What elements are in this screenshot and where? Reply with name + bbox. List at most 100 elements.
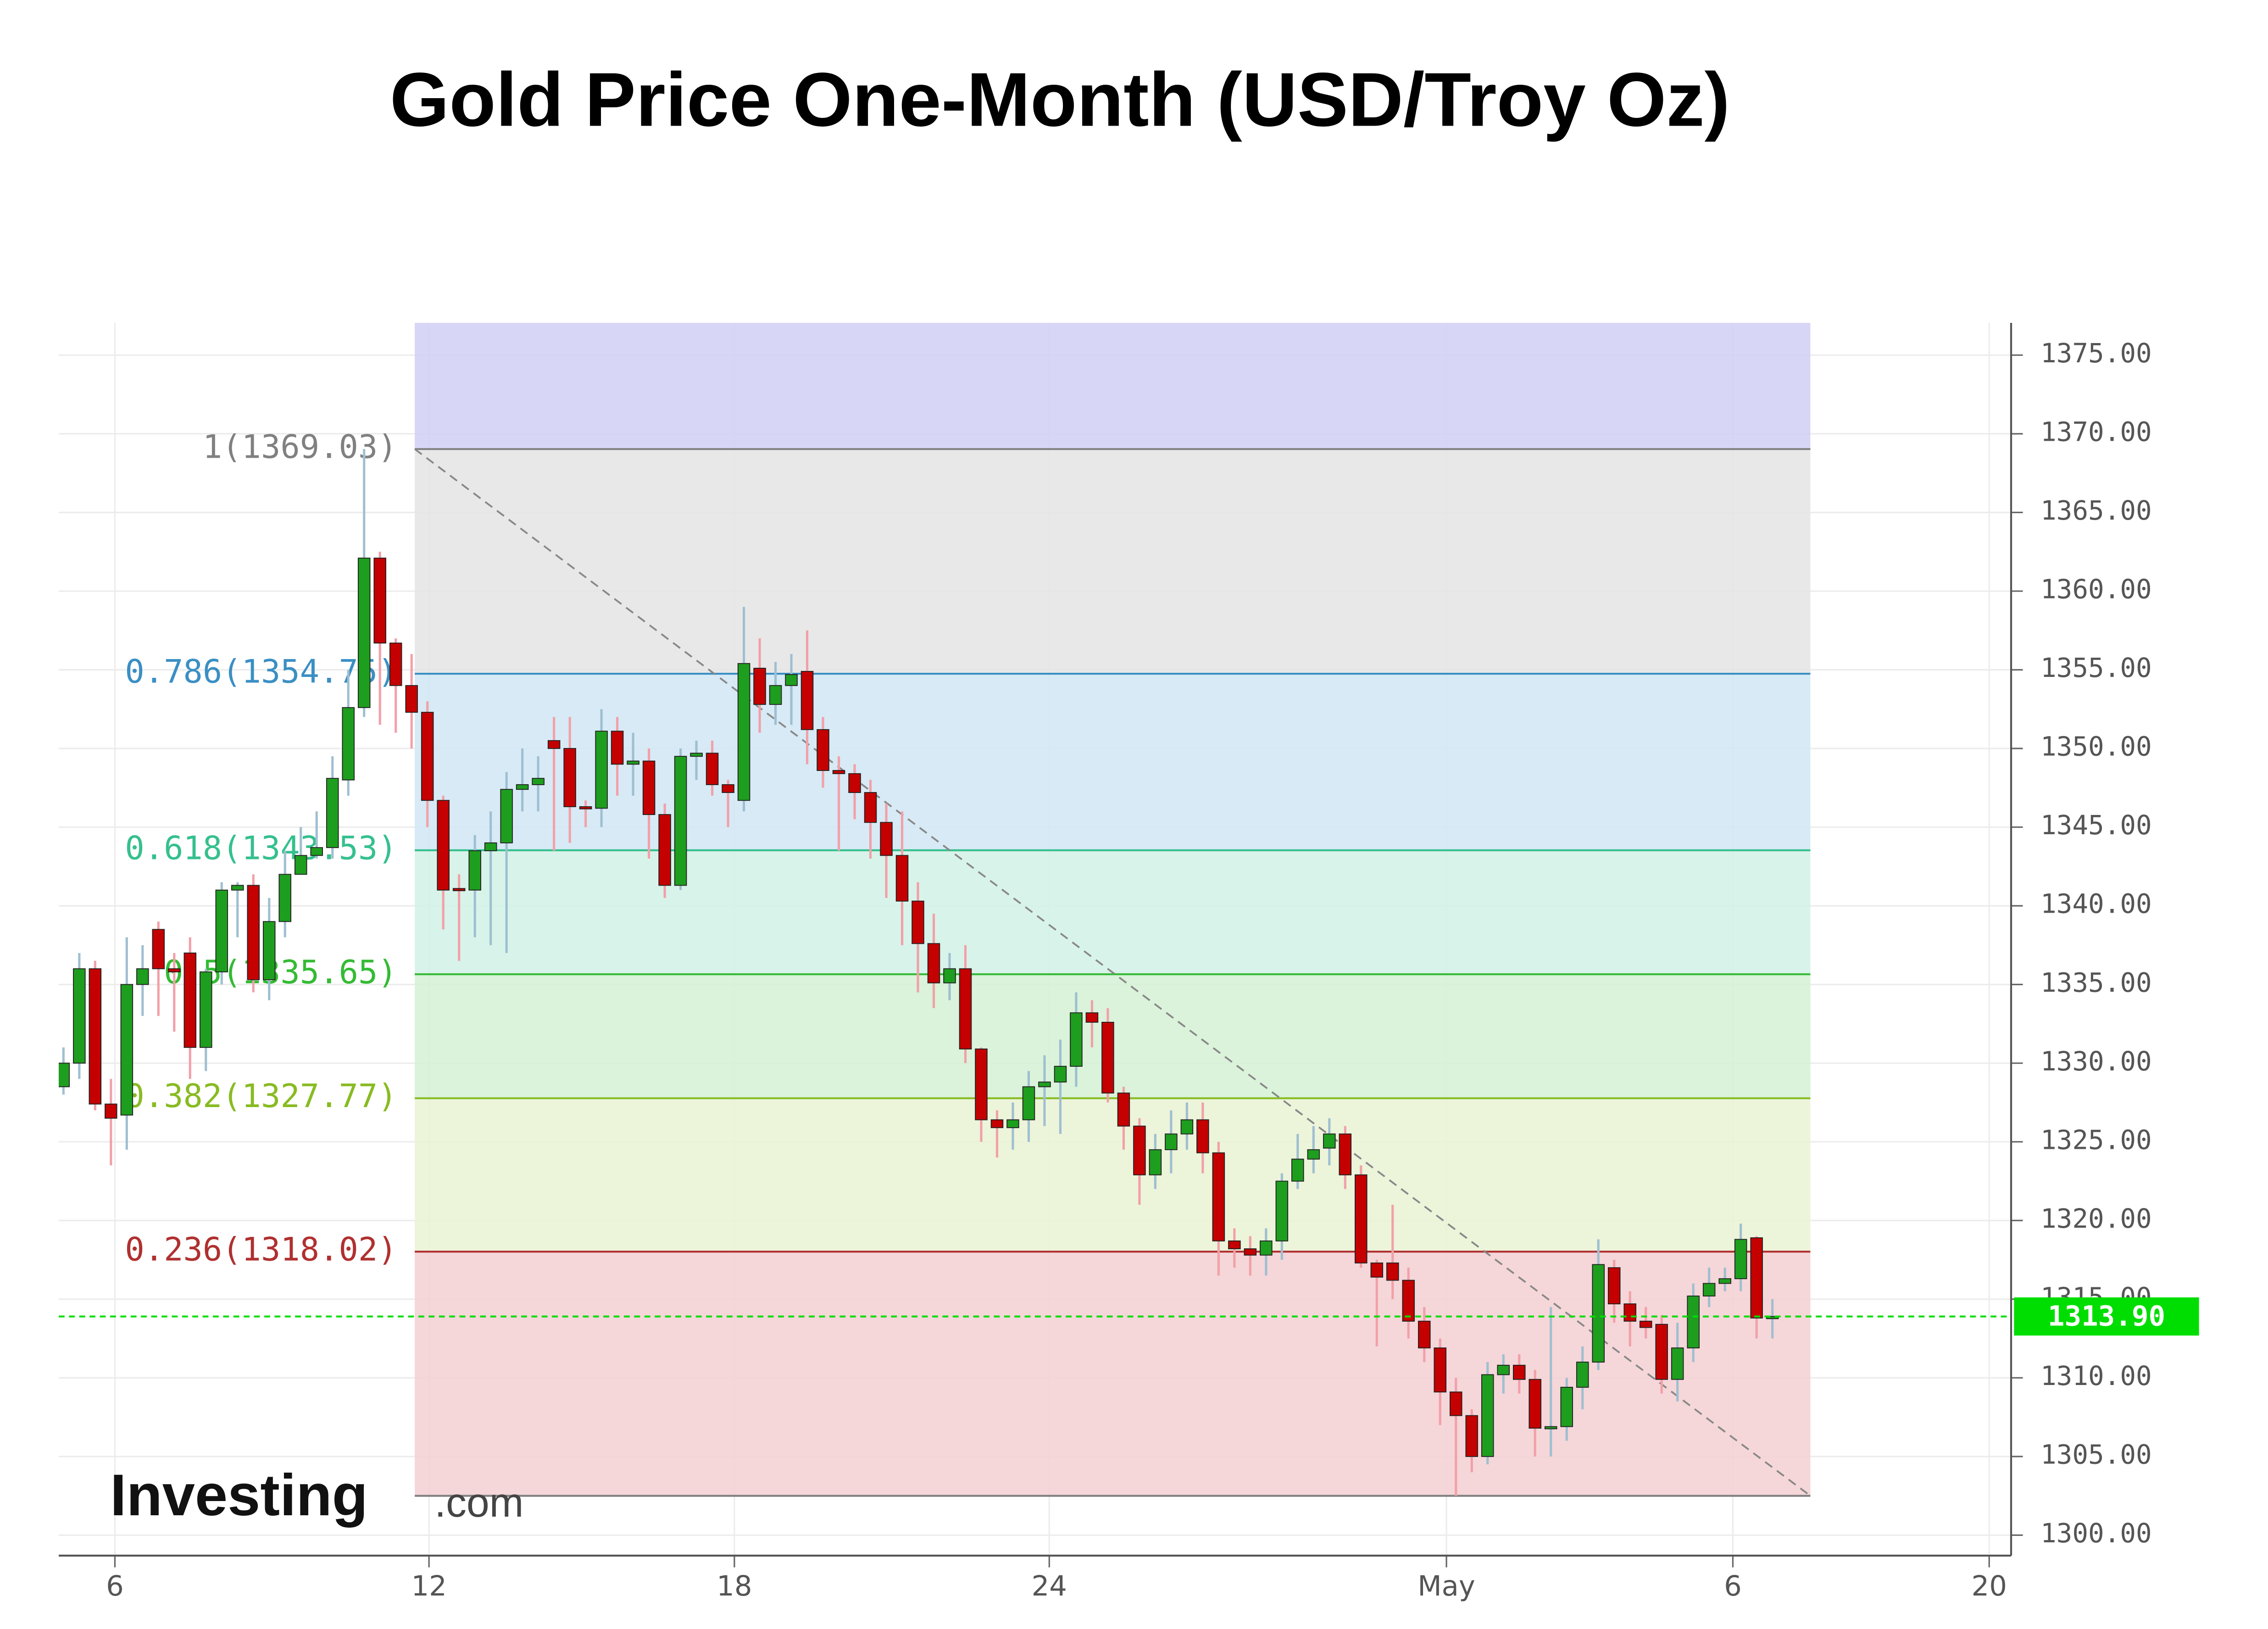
candle-body <box>800 670 814 730</box>
y-tick-label: 1355.00 <box>2040 653 2152 683</box>
candle-body <box>183 953 197 1048</box>
candle-body <box>389 643 402 686</box>
candle-body <box>231 885 244 891</box>
candle-body <box>452 888 466 892</box>
fib-band <box>415 1098 1811 1252</box>
y-tick-label: 1350.00 <box>2040 731 2152 762</box>
candle-body <box>1006 1119 1019 1128</box>
candle-body <box>1402 1280 1415 1322</box>
candle-body <box>579 806 592 809</box>
candle-body <box>769 685 782 705</box>
candle-body <box>1592 1264 1605 1363</box>
candle-body <box>1101 1022 1114 1094</box>
candle-body <box>1228 1240 1241 1249</box>
candle-body <box>895 855 909 902</box>
candle-body <box>1260 1240 1273 1256</box>
x-tick-label: 18 <box>717 1570 752 1602</box>
candle-body <box>864 792 877 823</box>
candle-body <box>943 968 956 984</box>
y-tick-label: 1320.00 <box>2040 1203 2152 1234</box>
candle-body <box>278 874 292 922</box>
candle-body <box>674 756 687 886</box>
last-price-label: 1313.90 <box>2048 1300 2165 1332</box>
candle-body <box>1022 1086 1035 1120</box>
x-tick-label: 24 <box>1032 1570 1067 1602</box>
candle-body <box>263 921 276 981</box>
candle-body <box>468 850 481 891</box>
candle-body <box>547 740 561 749</box>
candle-body <box>1355 1174 1367 1263</box>
fib-band <box>415 323 1811 449</box>
candle-body <box>1038 1081 1051 1087</box>
candle-body <box>89 968 102 1105</box>
candle-body <box>642 760 656 815</box>
x-tick-label: 20 <box>1972 1570 2007 1602</box>
candle-body <box>1180 1119 1194 1135</box>
fib-level-label: 0.5(1335.65) <box>164 953 397 991</box>
candle-body <box>1117 1092 1130 1127</box>
candle-body <box>627 760 639 765</box>
fib-level-label: 1(1369.03) <box>203 428 397 466</box>
candle-body <box>357 557 371 708</box>
candle-body <box>975 1048 988 1120</box>
candle-body <box>1529 1379 1542 1429</box>
candle-body <box>437 800 450 891</box>
candle-body <box>1291 1158 1304 1182</box>
y-tick-label: 1340.00 <box>2040 889 2152 920</box>
candle-body <box>1434 1347 1447 1393</box>
brand-suffix: .com <box>434 1479 523 1525</box>
candle-body <box>516 784 529 790</box>
candle-body <box>848 773 861 793</box>
candle-body <box>658 814 671 886</box>
candle-body <box>152 929 165 970</box>
candle-body <box>1133 1125 1146 1175</box>
candle-body <box>611 731 624 765</box>
candle-body <box>1576 1362 1589 1388</box>
candle-body <box>326 778 339 848</box>
candle-body <box>1339 1133 1352 1175</box>
fib-band <box>415 674 1811 850</box>
candle-body <box>73 968 86 1064</box>
candle-body <box>1512 1364 1526 1380</box>
candle-body <box>1671 1347 1684 1380</box>
candle-body <box>912 900 924 944</box>
candle-body <box>1481 1374 1494 1457</box>
fib-level-label: 0.382(1327.77) <box>125 1077 397 1115</box>
candle-body <box>1085 1012 1099 1023</box>
candle-body <box>1544 1426 1557 1430</box>
candle-body <box>1655 1324 1668 1380</box>
x-tick-label: 6 <box>1724 1570 1742 1602</box>
candle-body <box>120 984 133 1116</box>
candle-body <box>105 1103 117 1119</box>
y-tick-label: 1370.00 <box>2040 416 2152 447</box>
candle-body <box>1766 1316 1779 1319</box>
candle-body <box>1560 1386 1573 1427</box>
candle-body <box>200 971 212 1048</box>
candle-body <box>215 889 228 973</box>
candle-body <box>880 822 893 856</box>
candle-body <box>1750 1237 1763 1319</box>
candle-body <box>1718 1278 1731 1284</box>
candle-body <box>1054 1066 1067 1083</box>
candle-body <box>1196 1119 1209 1153</box>
candle-body <box>1386 1262 1399 1281</box>
y-tick-label: 1360.00 <box>2040 574 2152 605</box>
y-tick-label: 1345.00 <box>2040 810 2152 841</box>
y-tick-label: 1330.00 <box>2040 1046 2152 1077</box>
candle-body <box>1734 1239 1747 1280</box>
candle-body <box>832 770 845 774</box>
candle-body <box>1212 1152 1225 1241</box>
candle-body <box>310 847 323 856</box>
y-tick-label: 1365.00 <box>2040 495 2152 526</box>
candle-body <box>563 748 576 807</box>
candle-body <box>1497 1364 1510 1375</box>
fib-level-label: 0.236(1318.02) <box>125 1231 397 1269</box>
candle-body <box>990 1119 1004 1128</box>
candle-body <box>1165 1133 1178 1150</box>
candle-body <box>294 855 307 875</box>
candle-body <box>59 1063 70 1087</box>
candle-body <box>817 729 829 771</box>
candle-body <box>1070 1012 1083 1067</box>
candle-body <box>722 784 734 793</box>
